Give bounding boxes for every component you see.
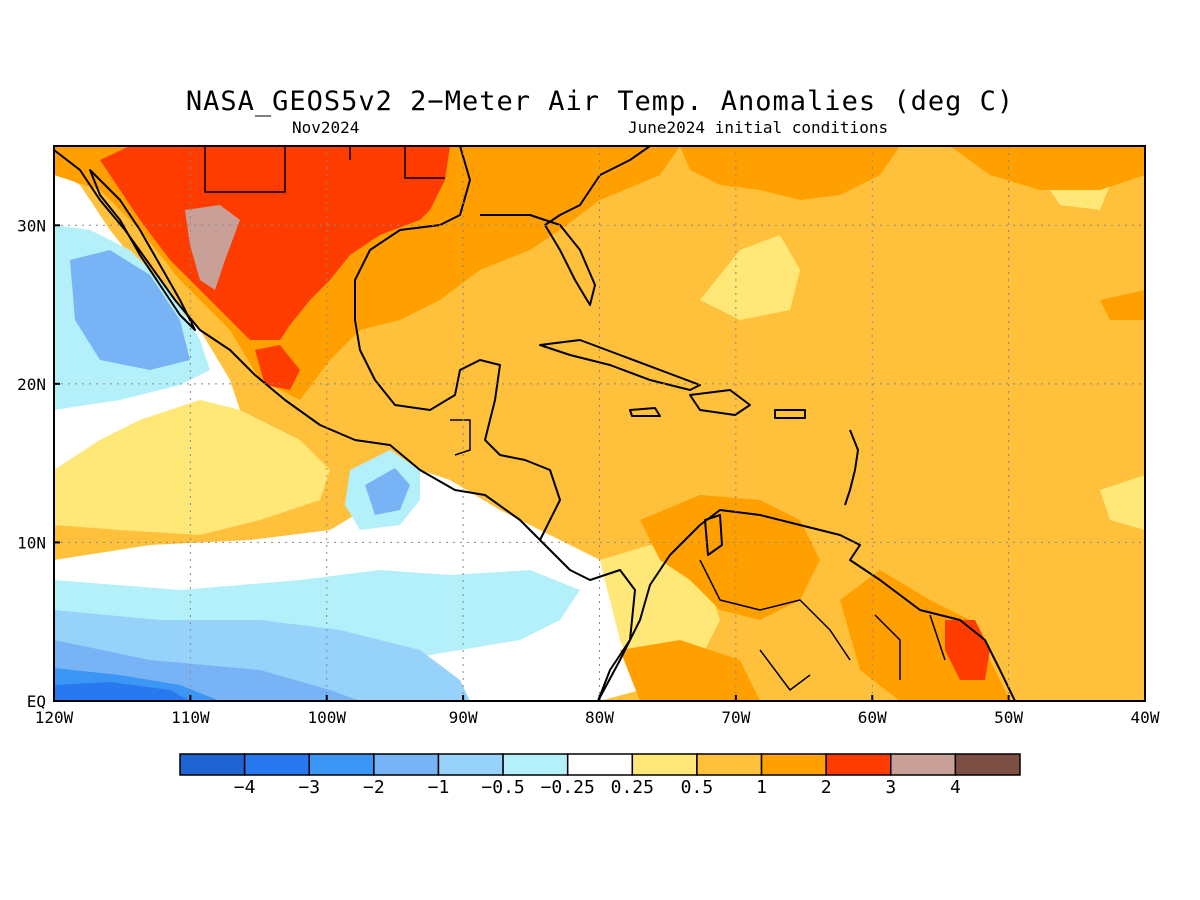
anomaly-warm-region — [1100, 290, 1145, 320]
anomaly-light-warm-region — [1100, 475, 1145, 530]
anomaly-cool-region — [54, 682, 190, 701]
y-tick-label: 10N — [17, 533, 46, 552]
cuba — [539, 339, 701, 391]
colorbar-label: −4 — [234, 777, 256, 798]
x-tick-label: 100W — [307, 708, 346, 727]
coastlines — [54, 146, 1016, 701]
colorbar-swatch — [890, 753, 957, 776]
colorbar-label: 3 — [885, 777, 896, 798]
colorbar-label: −0.25 — [541, 777, 595, 798]
colorbar-label: 1 — [756, 777, 767, 798]
colorbar-swatch — [437, 753, 504, 776]
colorbar-labels: −4 −3 −2 −1 −0.5 −0.25 0.25 0.5 1 2 3 4 — [234, 777, 961, 798]
anomaly-light-warm-region — [700, 235, 800, 320]
antilles-arc — [844, 429, 859, 506]
anomaly-hot-region — [100, 146, 450, 340]
x-axis: 120W 110W 100W 90W 80W 70W 60W 50W 40W — [35, 695, 1160, 727]
colorbar-swatch — [179, 753, 246, 776]
puerto-rico — [774, 409, 806, 419]
map-grid — [54, 146, 1145, 701]
x-tick-label: 40W — [1131, 708, 1160, 727]
gulf-of-mexico-coast — [354, 146, 561, 541]
anomaly-warm-region — [640, 495, 820, 620]
florida-southeast-us — [480, 146, 651, 306]
colorbar-label: 0.5 — [681, 777, 714, 798]
country-borders — [204, 146, 946, 691]
x-tick-label: 120W — [35, 708, 74, 727]
colorbar-label: −0.5 — [481, 777, 524, 798]
x-tick-label: 110W — [171, 708, 210, 727]
colorbar-swatch — [566, 753, 634, 776]
y-tick-label: 20N — [17, 375, 46, 394]
colorbar-label: 4 — [950, 777, 961, 798]
colorbar-label: −2 — [363, 777, 385, 798]
anomaly-very-hot-region — [185, 205, 240, 290]
colorbar-swatch — [825, 753, 892, 776]
x-tick-label: 80W — [585, 708, 614, 727]
x-tick-label: 60W — [858, 708, 887, 727]
colorbar-swatch — [954, 753, 1021, 776]
x-tick-label: 90W — [449, 708, 478, 727]
colorbar-swatch — [631, 753, 698, 776]
x-tick-label: 70W — [721, 708, 750, 727]
anomaly-warm-region — [950, 146, 1145, 190]
forecast-month: Nov2024 — [292, 118, 360, 137]
colorbar — [179, 753, 1021, 776]
baja-california — [89, 169, 196, 331]
colorbar-swatch — [502, 753, 569, 776]
colorbar-label: 0.25 — [611, 777, 654, 798]
colorbar-swatch — [243, 753, 310, 776]
south-america-coast — [597, 509, 1016, 701]
jamaica — [629, 407, 661, 417]
colorbar-swatch — [696, 753, 763, 776]
colorbar-swatch — [308, 753, 375, 776]
x-tick-label: 50W — [994, 708, 1023, 727]
anomaly-cool-region — [365, 468, 410, 515]
anomaly-warm-region — [680, 146, 900, 200]
hispaniola — [689, 389, 751, 416]
colorbar-label: 2 — [821, 777, 832, 798]
y-tick-label: EQ — [27, 692, 46, 711]
lake-maracaibo — [704, 514, 723, 556]
colorbar-label: −1 — [428, 777, 450, 798]
initial-conditions: June2024 initial conditions — [628, 118, 889, 137]
anomaly-light-warm-region — [54, 400, 330, 535]
colorbar-label: −3 — [298, 777, 320, 798]
anomaly-warm-region — [620, 640, 760, 701]
y-axis: EQ 10N 20N 30N — [17, 216, 60, 711]
colorbar-swatch — [760, 753, 827, 776]
y-tick-label: 30N — [17, 216, 46, 235]
map-title: NASA_GEOS5v2 2−Meter Air Temp. Anomalies… — [185, 86, 1015, 117]
anomaly-cool-region — [70, 250, 190, 370]
anomaly-hot-region — [255, 345, 300, 390]
north-america-pacific-coast — [54, 149, 636, 701]
colorbar-swatch — [373, 753, 440, 776]
